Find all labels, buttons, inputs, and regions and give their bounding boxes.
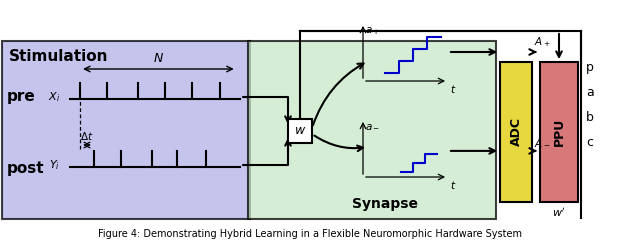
Text: $\Delta t$: $\Delta t$ (80, 130, 93, 142)
Text: b: b (586, 111, 594, 124)
Text: Figure 4: Demonstrating Hybrid Learning in a Flexible Neuromorphic Hardware Syst: Figure 4: Demonstrating Hybrid Learning … (98, 229, 522, 239)
Text: Stimulation: Stimulation (9, 49, 109, 64)
Text: $w$: $w$ (294, 124, 306, 138)
FancyBboxPatch shape (2, 41, 250, 219)
Text: Synapse: Synapse (352, 197, 418, 211)
FancyBboxPatch shape (288, 119, 312, 143)
FancyBboxPatch shape (248, 41, 496, 219)
Text: $a_+$: $a_+$ (365, 25, 380, 37)
Text: $t$: $t$ (450, 179, 456, 191)
Text: post: post (7, 162, 45, 177)
Text: $w'$: $w'$ (552, 206, 566, 219)
Text: PPU: PPU (552, 118, 566, 146)
FancyBboxPatch shape (500, 62, 532, 202)
Text: a: a (586, 86, 594, 99)
Text: pre: pre (7, 88, 36, 103)
Text: $a_-$: $a_-$ (365, 121, 380, 131)
Text: $Y_i$: $Y_i$ (49, 158, 60, 172)
Text: c: c (586, 136, 593, 149)
FancyBboxPatch shape (540, 62, 578, 202)
Text: ADC: ADC (509, 118, 522, 146)
Text: $N$: $N$ (153, 52, 164, 65)
Text: $t$: $t$ (450, 83, 456, 95)
Text: $A_+$: $A_+$ (534, 35, 550, 49)
Text: p: p (586, 61, 594, 74)
Text: $A_-$: $A_-$ (534, 138, 550, 148)
Text: $X_i$: $X_i$ (48, 90, 60, 104)
